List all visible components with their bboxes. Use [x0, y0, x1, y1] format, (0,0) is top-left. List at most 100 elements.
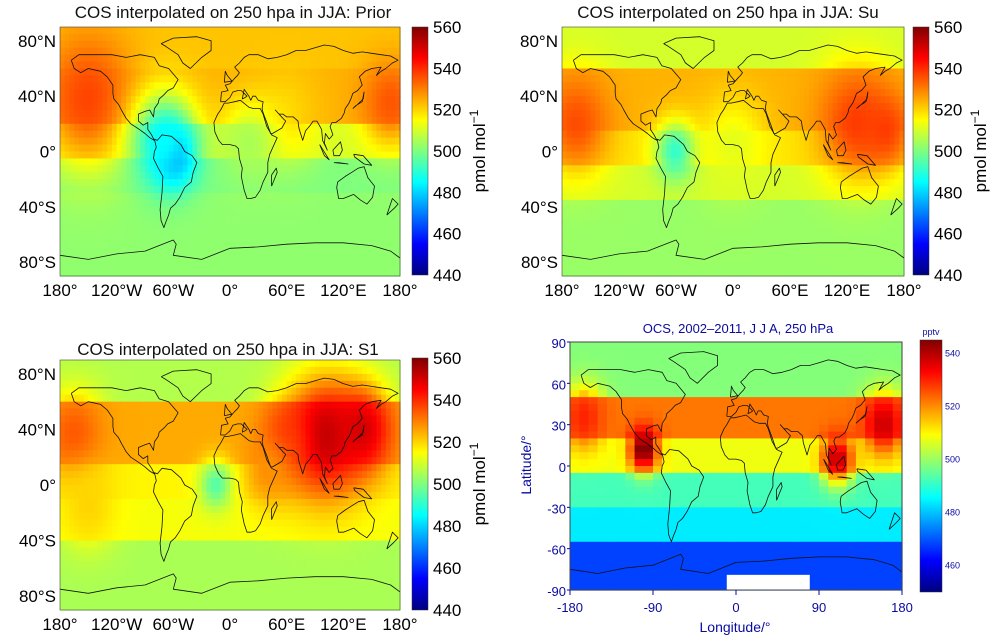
- heatmap-cell: [851, 172, 858, 180]
- heatmap-cell: [253, 116, 259, 125]
- heatmap-cell: [818, 68, 824, 77]
- heatmap-cell: [263, 110, 269, 118]
- heatmap-cell: [253, 269, 259, 277]
- heatmap-cell: [74, 89, 80, 97]
- heatmap-cell: [851, 27, 858, 35]
- heatmap-cell: [348, 213, 354, 222]
- heatmap-cell: [609, 123, 615, 132]
- heatmap-cell: [794, 220, 801, 229]
- heatmap-cell: [329, 227, 335, 236]
- heatmap-cell: [604, 96, 611, 104]
- heatmap-cell: [395, 262, 401, 270]
- heatmap-cell: [728, 130, 734, 139]
- heatmap-cell: [381, 54, 387, 63]
- heatmap-cell: [329, 144, 335, 153]
- heatmap-cell: [690, 110, 696, 118]
- heatmap-cell: [590, 165, 596, 173]
- heatmap-cell: [366, 47, 373, 56]
- heatmap-cell: [752, 158, 758, 166]
- heatmap-cell: [595, 130, 601, 139]
- heatmap-cell: [766, 130, 772, 139]
- heatmap-cell: [680, 144, 687, 153]
- heatmap-cell: [121, 33, 127, 42]
- heatmap-cell: [390, 103, 396, 111]
- heatmap-cell: [300, 165, 307, 173]
- heatmap-cell: [88, 158, 94, 166]
- heatmap-cell: [296, 33, 302, 42]
- heatmap-cell: [666, 158, 672, 166]
- heatmap-cell: [291, 186, 297, 194]
- heatmap-cell: [733, 179, 739, 187]
- heatmap-cell: [182, 110, 189, 118]
- heatmap-cell: [685, 144, 691, 153]
- heatmap-cell: [201, 54, 207, 63]
- heatmap-cell: [239, 227, 245, 236]
- heatmap-cell: [623, 54, 630, 63]
- heatmap-cell: [638, 27, 644, 35]
- heatmap-cell: [300, 255, 307, 263]
- heatmap-cell: [149, 130, 156, 139]
- heatmap-cell: [357, 220, 363, 229]
- heatmap-cell: [277, 40, 283, 49]
- heatmap-cell: [856, 199, 862, 208]
- heatmap-cell: [116, 103, 122, 111]
- heatmap-cell: [737, 33, 744, 42]
- heatmap-cell: [771, 82, 777, 90]
- heatmap-cell: [88, 193, 94, 201]
- heatmap-cell: [737, 213, 744, 222]
- heatmap-cell: [809, 151, 815, 160]
- heatmap-cell: [107, 47, 113, 56]
- heatmap-cell: [130, 47, 137, 56]
- heatmap-cell: [799, 186, 805, 194]
- heatmap-cell: [159, 130, 165, 139]
- heatmap-cell: [642, 248, 649, 256]
- heatmap-cell: [220, 241, 226, 249]
- heatmap-cell: [695, 68, 701, 77]
- heatmap-cell: [832, 165, 839, 173]
- heatmap-cell: [866, 199, 872, 208]
- heatmap-cell: [856, 172, 862, 180]
- heatmap-cell: [366, 137, 373, 146]
- heatmap-cell: [291, 227, 297, 236]
- heatmap-cell: [97, 123, 104, 132]
- heatmap-cell: [775, 206, 782, 215]
- heatmap-cell: [885, 68, 891, 77]
- heatmap-cell: [619, 227, 625, 236]
- heatmap-cell: [647, 179, 653, 187]
- heatmap-cell: [286, 82, 292, 90]
- heatmap-cell: [135, 241, 141, 249]
- heatmap-cell: [220, 186, 226, 194]
- heatmap-cell: [704, 82, 710, 90]
- heatmap-cell: [244, 172, 250, 180]
- heatmap-cell: [333, 227, 340, 236]
- heatmap-cell: [258, 179, 264, 187]
- heatmap-cell: [885, 193, 891, 201]
- heatmap-cell: [875, 116, 881, 125]
- heatmap-cell: [149, 68, 156, 77]
- heatmap-cell: [329, 220, 335, 229]
- heatmap-cell: [225, 110, 231, 118]
- heatmap-cell: [756, 213, 763, 222]
- heatmap-cell: [196, 206, 203, 215]
- heatmap-cell: [253, 123, 259, 132]
- heatmap-cell: [661, 89, 668, 97]
- heatmap-cell: [230, 186, 236, 194]
- heatmap-cell: [220, 199, 226, 208]
- heatmap-cell: [652, 137, 658, 146]
- heatmap-cell: [733, 234, 739, 243]
- heatmap-cell: [638, 213, 644, 222]
- heatmap-cell: [880, 33, 886, 42]
- heatmap-cell: [333, 199, 340, 208]
- heatmap-cell: [277, 33, 283, 42]
- heatmap-cell: [381, 33, 387, 42]
- heatmap-cell: [348, 47, 354, 56]
- heatmap-cell: [571, 165, 577, 173]
- heatmap-cell: [395, 47, 401, 56]
- heatmap-cell: [657, 103, 663, 111]
- heatmap-cell: [239, 234, 245, 243]
- heatmap-cell: [661, 96, 668, 104]
- heatmap-cell: [571, 158, 577, 166]
- heatmap-cell: [343, 40, 349, 49]
- heatmap-cell: [623, 186, 630, 194]
- heatmap-cell: [140, 151, 146, 160]
